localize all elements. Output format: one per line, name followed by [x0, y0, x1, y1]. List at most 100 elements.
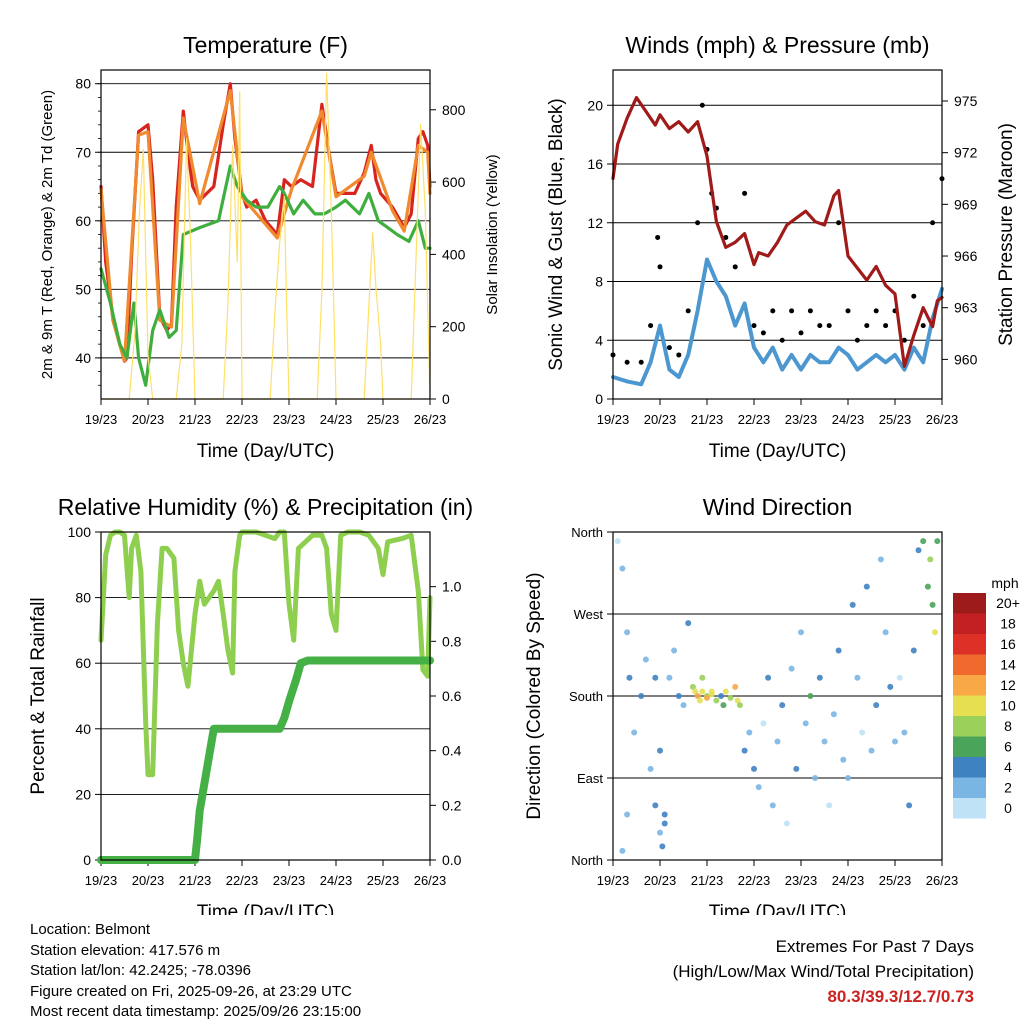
direction-point: [887, 683, 894, 690]
x-axis-label: Time (Day/UTC): [709, 902, 847, 915]
direction-point: [647, 765, 654, 772]
y-axis-label: Percent & Total Rainfall: [28, 597, 49, 794]
x-tick-label: 19/23: [85, 412, 118, 427]
direction-point: [901, 729, 908, 736]
direction-point: [746, 729, 753, 736]
direction-point: [685, 620, 692, 627]
gust-point: [760, 330, 766, 336]
gust-point: [911, 293, 917, 299]
gust-point: [779, 337, 785, 343]
y-right-tick-label: 800: [442, 102, 466, 118]
plot-area: [99, 73, 432, 400]
y-tick-label: 20: [75, 786, 91, 802]
direction-point: [816, 674, 823, 681]
direction-point: [915, 547, 922, 554]
direction-point: [718, 693, 725, 699]
direction-point: [859, 729, 866, 736]
direction-point: [619, 565, 626, 572]
extremes-title: Extremes For Past 7 Days: [775, 937, 974, 956]
direction-point: [877, 556, 884, 563]
direction-point: [783, 820, 790, 827]
direction-point: [704, 694, 710, 701]
y-axis-label: Sonic Wind & Gust (Blue, Black): [546, 98, 567, 370]
x-axis-label: Time (Day/UTC): [197, 902, 335, 915]
direction-point: [788, 665, 795, 672]
y-tick-label: 12: [587, 215, 603, 231]
plot-frame: [100, 531, 431, 861]
direction-point: [906, 802, 913, 809]
direction-point: [699, 674, 706, 681]
direction-point: [812, 775, 819, 781]
colorbar-label: 16: [1000, 636, 1016, 652]
direction-point: [892, 738, 898, 745]
chart-title: Wind Direction: [703, 494, 853, 520]
y-right-tick-label: 0.4: [442, 743, 462, 759]
y-right-tick-label: 960: [954, 351, 978, 367]
direction-point: [661, 820, 668, 827]
gust-point: [836, 220, 842, 226]
y-tick-label: 100: [68, 524, 92, 540]
direction-point: [920, 538, 927, 545]
colorbar-swatch: [953, 613, 986, 634]
extremes-subtitle: (High/Low/Max Wind/Total Precipitation): [672, 962, 974, 981]
y-tick-label: South: [569, 689, 603, 704]
direction-point: [802, 720, 809, 727]
x-tick-label: 20/23: [644, 873, 677, 888]
y-right-tick-label: 400: [442, 246, 466, 262]
chart-winds: Winds (mph) & Pressure (mb) Time (Day/UTC…: [546, 32, 1017, 462]
direction-point: [849, 601, 856, 608]
direction-point: [694, 693, 701, 699]
direction-point: [934, 538, 941, 545]
x-tick-label: 22/23: [226, 412, 259, 427]
created-text: Figure created on Fri, 2025-09-26, at 23…: [30, 982, 352, 1000]
direction-point: [722, 688, 729, 695]
series-line-0: [611, 257, 944, 387]
colorbar-label: 4: [1004, 759, 1012, 775]
y-tick-label: 50: [75, 281, 91, 297]
colorbar-swatch: [953, 798, 986, 819]
chart-temperature: Temperature (F) Time (Day/UTC) 40 50 60 70 80 1…: [39, 32, 501, 462]
gust-point: [883, 323, 889, 329]
colorbar-unit: mph: [991, 575, 1018, 591]
direction-point: [741, 747, 748, 754]
y-tick-label: 80: [75, 76, 91, 92]
plot-area: [610, 96, 945, 387]
direction-point: [675, 693, 682, 699]
x-tick-label: 24/23: [320, 412, 353, 427]
direction-point: [873, 702, 880, 709]
direction-point: [657, 747, 663, 754]
direction-point: [624, 811, 631, 818]
colorbar-swatch: [953, 716, 986, 737]
direction-point: [882, 629, 889, 636]
x-axis-label: Time (Day/UTC): [197, 441, 335, 462]
colorbar-label: 18: [1000, 616, 1016, 632]
x-tick-label: 20/23: [132, 873, 165, 888]
gust-point: [624, 359, 630, 365]
gust-point: [742, 190, 748, 196]
recent-data-text: Most recent data timestamp: 2025/09/26 2…: [30, 1003, 362, 1020]
y-tick-label: 40: [75, 350, 91, 366]
direction-point: [732, 683, 739, 690]
plot-area: [614, 538, 941, 854]
x-tick-label: 22/23: [226, 873, 259, 888]
elevation-text: Station elevation: 417.576 m: [30, 941, 221, 959]
direction-point: [774, 738, 781, 745]
y-tick-label: 8: [595, 274, 603, 290]
x-tick-label: 24/23: [832, 412, 865, 427]
gust-point: [685, 308, 691, 314]
colorbar-label: 14: [1000, 657, 1016, 673]
x-tick-label: 24/23: [832, 873, 865, 888]
direction-point: [652, 802, 659, 809]
direction-point: [929, 601, 936, 608]
gust-point: [826, 323, 832, 329]
location-text: Location: Belmont: [30, 921, 151, 938]
y-axis-label: 2m & 9m T (Red, Orange) & 2m Td (Green): [39, 90, 56, 379]
gust-point: [695, 220, 701, 226]
x-tick-label: 21/23: [179, 873, 212, 888]
figure-canvas: Temperature (F)Time (Day/UTC)40506070801…: [28, 32, 1020, 915]
chart-title: Relative Humidity (%) & Precipitation (i…: [58, 494, 473, 520]
colorbar-swatch: [953, 634, 986, 655]
direction-point: [760, 720, 767, 727]
colorbar-label: 12: [1000, 677, 1016, 693]
direction-point: [720, 702, 727, 709]
